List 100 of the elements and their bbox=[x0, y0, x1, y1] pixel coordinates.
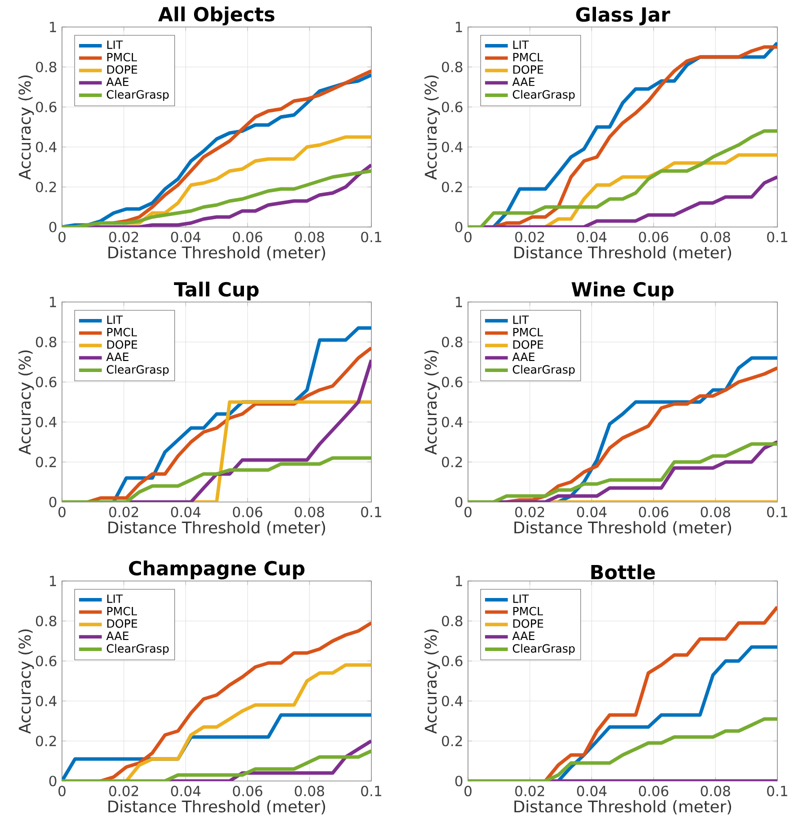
x-tick-label: 0 bbox=[464, 506, 472, 518]
legend-label: PMCL bbox=[513, 328, 543, 336]
legend-label: PMCL bbox=[513, 52, 543, 62]
legend-label: ClearGrasp bbox=[512, 364, 575, 376]
x-tick-label: 0.1 bbox=[361, 786, 382, 796]
y-tick-label: 0.4 bbox=[442, 416, 462, 428]
x-axis-title: Distance Threshold (meter) bbox=[108, 246, 326, 260]
x-tick-label: 0.02 bbox=[109, 232, 138, 242]
x-tick-label: 0.02 bbox=[515, 786, 544, 796]
legend-label: PMCL bbox=[107, 328, 137, 336]
y-tick-label: 0 bbox=[455, 776, 462, 786]
x-axis-title: Distance Threshold (meter) bbox=[514, 246, 732, 260]
legend-label: LIT bbox=[513, 594, 529, 603]
x-axis-title: Distance Threshold (meter) bbox=[514, 800, 732, 814]
x-tick-label: 0.08 bbox=[700, 786, 730, 796]
y-tick-label: 0.2 bbox=[442, 736, 462, 746]
x-tick-label: 0.02 bbox=[109, 786, 138, 796]
x-tick-label: 0.1 bbox=[767, 232, 788, 242]
x-tick-label: 0 bbox=[58, 506, 66, 518]
legend-label: AAE bbox=[512, 352, 534, 361]
legend-label: LIT bbox=[107, 316, 123, 324]
x-tick-label: 0 bbox=[58, 232, 66, 242]
y-tick-label: 0.6 bbox=[442, 102, 462, 112]
legend-label: DOPE bbox=[107, 65, 138, 74]
y-tick-label: 0.4 bbox=[442, 696, 462, 706]
chart-title: Wine Cup bbox=[572, 282, 674, 300]
legend-label: LIT bbox=[107, 40, 123, 49]
legend-label: ClearGrasp bbox=[512, 644, 575, 655]
x-tick-label: 0 bbox=[464, 786, 472, 796]
x-tick-label: 0.1 bbox=[767, 786, 788, 796]
y-tick-label: 0.8 bbox=[36, 336, 56, 348]
legend-label: DOPE bbox=[513, 340, 544, 349]
y-tick-label: 0.8 bbox=[36, 62, 56, 72]
x-tick-label: 0.04 bbox=[577, 786, 607, 796]
x-tick-label: 0.06 bbox=[638, 232, 668, 242]
y-tick-label: 0 bbox=[455, 222, 462, 232]
y-tick-label: 0.6 bbox=[442, 376, 462, 388]
y-tick-label: 1 bbox=[456, 576, 462, 586]
y-tick-label: 0.4 bbox=[36, 696, 56, 706]
y-tick-label: 0 bbox=[49, 776, 56, 786]
y-axis-title: Accuracy (%) bbox=[424, 350, 440, 455]
y-tick-label: 1 bbox=[50, 22, 56, 32]
x-tick-label: 0.06 bbox=[638, 506, 668, 518]
legend-label: AAE bbox=[106, 352, 128, 361]
y-tick-label: 0 bbox=[49, 222, 56, 232]
legend-label: ClearGrasp bbox=[106, 364, 169, 376]
legend-label: AAE bbox=[106, 78, 128, 86]
y-axis-title: Accuracy (%) bbox=[424, 75, 440, 180]
chart-title: All Objects bbox=[158, 6, 274, 26]
x-tick-label: 0.1 bbox=[767, 506, 788, 518]
legend-label: DOPE bbox=[513, 619, 544, 628]
y-axis-title: Accuracy (%) bbox=[18, 629, 34, 734]
x-tick-label: 0.06 bbox=[232, 506, 262, 518]
x-tick-label: 0.1 bbox=[361, 232, 382, 242]
y-tick-label: 0.6 bbox=[36, 656, 56, 666]
y-tick-label: 1 bbox=[50, 296, 56, 308]
y-tick-label: 1 bbox=[50, 576, 56, 586]
y-tick-label: 0.8 bbox=[442, 616, 462, 626]
legend-label: PMCL bbox=[107, 606, 137, 616]
x-tick-label: 0.04 bbox=[171, 786, 201, 796]
legend-label: DOPE bbox=[107, 340, 138, 349]
y-tick-label: 0.8 bbox=[442, 336, 462, 348]
y-tick-label: 0.4 bbox=[36, 142, 56, 152]
legend-label: LIT bbox=[107, 594, 123, 603]
x-tick-label: 0.08 bbox=[294, 232, 324, 242]
y-axis-title: Accuracy (%) bbox=[18, 75, 34, 180]
x-tick-label: 0.04 bbox=[577, 506, 607, 518]
x-tick-label: 0.08 bbox=[700, 232, 730, 242]
x-tick-label: 0.08 bbox=[294, 786, 324, 796]
chart-title: Glass Jar bbox=[576, 6, 670, 26]
legend-label: PMCL bbox=[513, 606, 543, 616]
legend-label: AAE bbox=[512, 78, 534, 86]
legend-label: ClearGrasp bbox=[106, 644, 169, 655]
x-tick-label: 0.04 bbox=[577, 232, 607, 242]
chart-title: Tall Cup bbox=[174, 282, 259, 300]
y-tick-label: 0.2 bbox=[442, 182, 462, 192]
chart-title: Champagne Cup bbox=[128, 560, 304, 580]
y-tick-label: 0.6 bbox=[36, 102, 56, 112]
legend-label: AAE bbox=[512, 632, 534, 640]
y-tick-label: 0.2 bbox=[442, 456, 462, 468]
x-tick-label: 0.04 bbox=[171, 506, 201, 518]
line-series bbox=[504, 366, 778, 502]
legend-label: DOPE bbox=[513, 65, 544, 74]
x-tick-label: 0.06 bbox=[232, 232, 262, 242]
y-tick-label: 0.8 bbox=[442, 62, 462, 72]
x-axis-title: Distance Threshold (meter) bbox=[514, 521, 732, 536]
y-tick-label: 0.6 bbox=[36, 376, 56, 388]
y-tick-label: 0 bbox=[455, 496, 462, 508]
legend-label: PMCL bbox=[107, 52, 137, 62]
x-tick-label: 0.02 bbox=[515, 232, 544, 242]
y-axis-title: Accuracy (%) bbox=[18, 350, 34, 455]
x-tick-label: 0.04 bbox=[171, 232, 201, 242]
x-tick-label: 0 bbox=[58, 786, 66, 796]
legend-label: LIT bbox=[513, 316, 529, 324]
x-tick-label: 0 bbox=[464, 232, 472, 242]
legend-label: AAE bbox=[106, 632, 128, 640]
legend-label: LIT bbox=[513, 40, 529, 49]
y-tick-label: 0.2 bbox=[36, 456, 56, 468]
x-axis-title: Distance Threshold (meter) bbox=[108, 800, 326, 814]
y-tick-label: 0.2 bbox=[36, 736, 56, 746]
